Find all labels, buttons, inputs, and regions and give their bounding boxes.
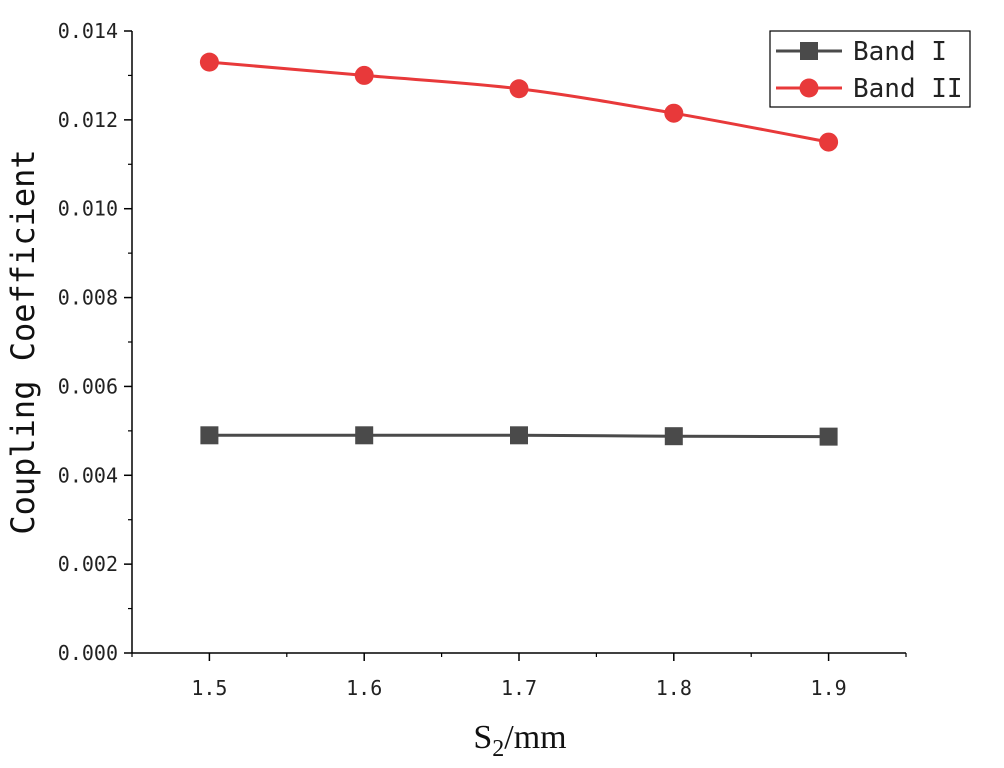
y-tick-label: 0.006 bbox=[58, 374, 118, 398]
x-axis-title: S2/mm bbox=[473, 719, 566, 762]
data-point-square bbox=[664, 427, 683, 446]
y-axis: 0.000 0.002 0.004 0.006 0.008 0.010 0.012 0.014 bbox=[58, 19, 133, 665]
x-tick-label: 1.7 bbox=[501, 676, 537, 700]
data-point-square bbox=[200, 426, 219, 445]
y-tick-label: 0.002 bbox=[58, 552, 118, 576]
y-tick-label: 0.012 bbox=[58, 108, 118, 132]
x-tick-label: 1.8 bbox=[656, 676, 692, 700]
y-tick-label: 0.010 bbox=[58, 197, 118, 221]
data-point-circle bbox=[354, 65, 374, 85]
x-axis: 1.5 1.6 1.7 1.8 1.9 bbox=[131, 652, 907, 700]
data-point-square bbox=[355, 426, 374, 445]
data-point-circle bbox=[819, 132, 839, 152]
data-point-square bbox=[819, 427, 838, 446]
y-tick-label: 0.004 bbox=[58, 463, 118, 487]
series-1 bbox=[199, 52, 839, 152]
y-tick-label: 0.000 bbox=[58, 641, 118, 665]
series-0 bbox=[200, 426, 838, 446]
y-tick-label: 0.008 bbox=[58, 286, 118, 310]
legend-label: Band II bbox=[853, 74, 963, 104]
legend-label: Band I bbox=[853, 37, 947, 67]
legend-marker-square bbox=[800, 42, 818, 60]
data-point-square bbox=[510, 426, 528, 445]
series-layer bbox=[199, 52, 839, 446]
legend: Band I Band II bbox=[769, 30, 971, 108]
legend-item: Band I bbox=[776, 37, 947, 67]
legend-item: Band II bbox=[776, 74, 963, 104]
data-point-circle bbox=[664, 103, 684, 123]
data-point-circle bbox=[199, 52, 219, 72]
y-axis-title: Coupling Coefficient bbox=[4, 149, 42, 534]
y-tick-label: 0.014 bbox=[58, 19, 118, 43]
x-tick-label: 1.9 bbox=[811, 676, 847, 700]
series-line bbox=[209, 60, 829, 144]
x-tick-label: 1.6 bbox=[346, 676, 382, 700]
data-point-circle bbox=[509, 79, 529, 99]
legend-marker-circle bbox=[799, 78, 819, 98]
x-tick-label: 1.5 bbox=[191, 676, 227, 700]
